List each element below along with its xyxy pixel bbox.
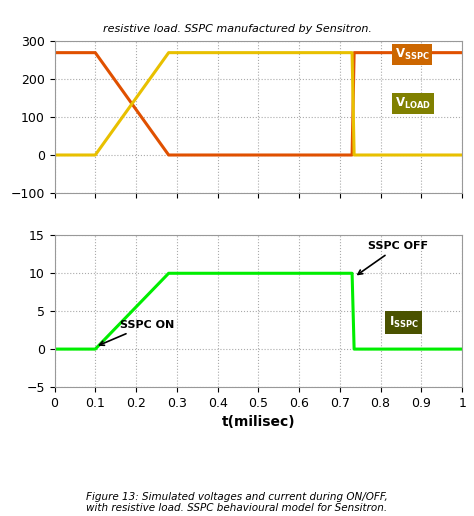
Text: SSPC OFF: SSPC OFF [358,241,428,275]
Text: $\mathbf{V_{SSPC}}$: $\mathbf{V_{SSPC}}$ [395,47,429,62]
Text: $\mathbf{V_{LOAD}}$: $\mathbf{V_{LOAD}}$ [395,96,431,111]
Text: Figure 13: Simulated voltages and current during ON/OFF,
with resistive load. SS: Figure 13: Simulated voltages and curren… [86,492,388,513]
Text: SSPC ON: SSPC ON [100,320,174,345]
Text: resistive load. SSPC manufactured by Sensitron.: resistive load. SSPC manufactured by Sen… [102,24,372,34]
X-axis label: t(milisec): t(milisec) [221,415,295,429]
Text: $\mathbf{I_{SSPC}}$: $\mathbf{I_{SSPC}}$ [389,315,419,330]
